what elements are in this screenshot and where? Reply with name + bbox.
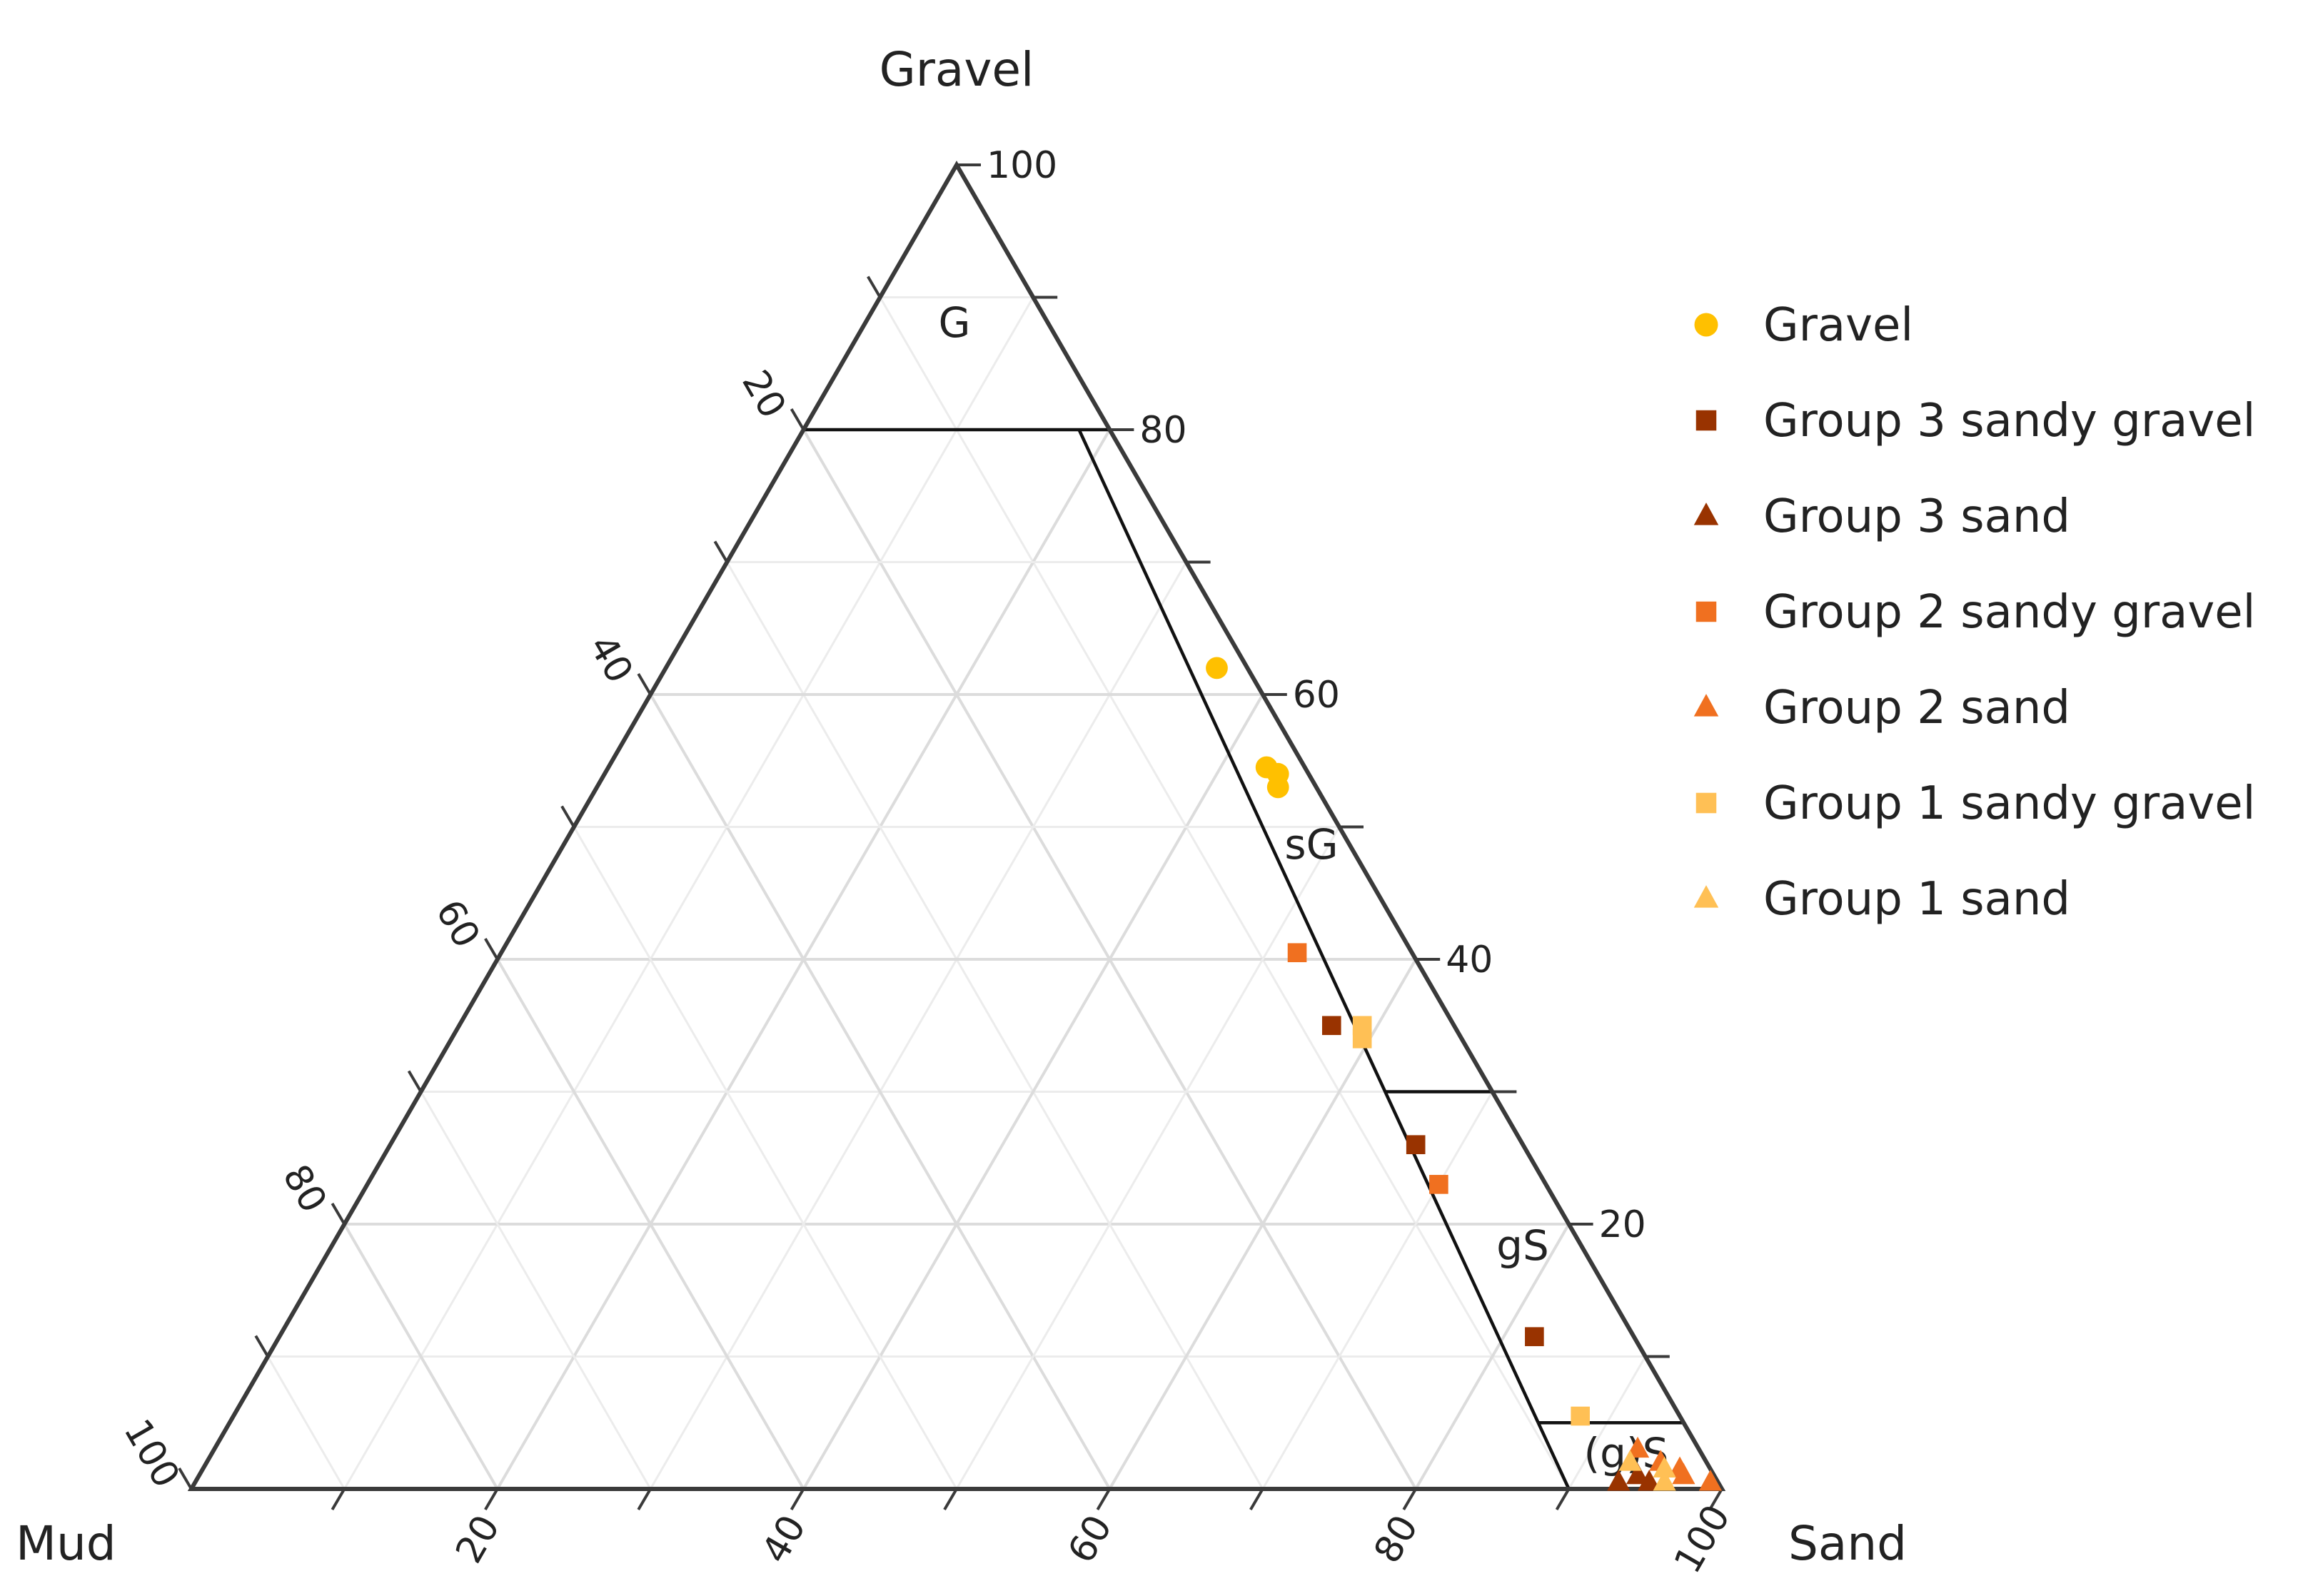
sand-tick-label: 100 bbox=[1666, 1498, 1739, 1581]
tick-mark bbox=[713, 540, 729, 563]
legend-marker bbox=[1693, 502, 1719, 525]
sand-tick-label: 80 bbox=[1366, 1508, 1427, 1570]
data-point bbox=[1287, 943, 1307, 963]
region-boundary-line bbox=[1077, 429, 1540, 1424]
tick-mark bbox=[407, 1070, 423, 1093]
region-label-2: gS bbox=[1496, 1221, 1549, 1270]
legend-marker bbox=[1693, 694, 1719, 717]
grid-line bbox=[879, 296, 1570, 1490]
data-point bbox=[1668, 1456, 1692, 1478]
data-point bbox=[1653, 1470, 1676, 1491]
legend-marker bbox=[1695, 410, 1717, 431]
region-boundary-line bbox=[1536, 1422, 1571, 1490]
tick-mark bbox=[1249, 1488, 1264, 1511]
data-point bbox=[1571, 1406, 1590, 1426]
grid-line bbox=[1414, 1223, 1571, 1490]
grid-line bbox=[343, 1223, 499, 1490]
tick-mark bbox=[178, 1467, 193, 1490]
sand-tick-label: 60 bbox=[1060, 1508, 1121, 1570]
gravel-tick-label: 100 bbox=[987, 144, 1057, 187]
tick-mark bbox=[790, 408, 805, 431]
legend-marker bbox=[1695, 601, 1717, 622]
data-point bbox=[1638, 1470, 1661, 1491]
grid-line bbox=[955, 826, 1341, 1490]
data-points bbox=[1206, 657, 1723, 1491]
grid-line bbox=[573, 826, 958, 1490]
data-point bbox=[1626, 1436, 1650, 1458]
tick-mark bbox=[1708, 1488, 1723, 1511]
gravel-tick-label: 40 bbox=[1446, 939, 1493, 981]
data-point bbox=[1618, 1450, 1642, 1471]
tick-mark bbox=[637, 1488, 652, 1511]
data-point bbox=[1429, 1175, 1448, 1194]
grid-line bbox=[649, 561, 1187, 1490]
legend-entry-label: Group 3 sandy gravel bbox=[1763, 395, 2255, 448]
sand-tick-label: 40 bbox=[754, 1508, 815, 1570]
legend-entry-label: Group 1 sandy gravel bbox=[1763, 777, 2255, 830]
legend: Gravel Group 3 sandy gravel Group 3 sand Gr… bbox=[1693, 299, 2255, 926]
tick-mark bbox=[637, 672, 652, 696]
region-label-0: G bbox=[939, 298, 971, 347]
tick-marks: 20 40 60 80 100 20 40 60 80 100 20 40 60 80 100 bbox=[115, 144, 1738, 1580]
mud-tick-label: 80 bbox=[274, 1158, 335, 1220]
tick-mark bbox=[867, 276, 882, 298]
grid-line bbox=[1261, 1091, 1493, 1490]
legend-marker bbox=[1694, 313, 1718, 337]
mud-tick-label: 20 bbox=[733, 363, 794, 425]
data-point bbox=[1525, 1327, 1544, 1346]
legend-entry-label: Gravel bbox=[1763, 299, 1913, 352]
data-point bbox=[1352, 1029, 1372, 1049]
mud-tick-label: 100 bbox=[115, 1413, 188, 1495]
grid-line bbox=[420, 1091, 652, 1490]
mud-tick-label: 40 bbox=[580, 628, 641, 690]
data-point bbox=[1266, 776, 1289, 799]
data-point bbox=[1626, 1463, 1650, 1485]
data-point bbox=[1653, 1456, 1676, 1478]
mud-tick-label: 60 bbox=[427, 893, 488, 955]
grid-line bbox=[726, 561, 1264, 1490]
tick-mark bbox=[331, 1202, 346, 1226]
mud-axis-label: Mud bbox=[16, 1516, 116, 1571]
legend-entry-label: Group 2 sandy gravel bbox=[1763, 586, 2255, 639]
legend-entry-label: Group 1 sand bbox=[1763, 873, 2070, 926]
gravel-axis-label: Gravel bbox=[880, 42, 1034, 97]
data-point bbox=[1206, 657, 1228, 680]
sand-axis-label: Sand bbox=[1788, 1516, 1907, 1571]
legend-marker bbox=[1695, 792, 1717, 814]
tick-mark bbox=[331, 1488, 346, 1511]
tick-mark bbox=[484, 937, 499, 961]
grid-layer bbox=[266, 296, 1647, 1490]
tick-mark bbox=[254, 1335, 269, 1358]
grid-line bbox=[266, 1355, 346, 1490]
gravel-tick-label: 20 bbox=[1599, 1203, 1646, 1246]
tick-mark bbox=[1096, 1488, 1112, 1511]
grid-line bbox=[343, 296, 1034, 1490]
legend-entry-label: Group 2 sand bbox=[1763, 682, 2070, 734]
tick-mark bbox=[790, 1488, 805, 1511]
tick-mark bbox=[484, 1488, 499, 1511]
sand-tick-label: 20 bbox=[448, 1508, 508, 1570]
legend-entry-label: Group 3 sand bbox=[1763, 490, 2070, 543]
data-point bbox=[1406, 1135, 1426, 1154]
data-point bbox=[1698, 1470, 1723, 1491]
grid-line bbox=[496, 958, 805, 1490]
gravel-tick-label: 60 bbox=[1293, 674, 1340, 717]
tick-mark bbox=[1402, 1488, 1417, 1511]
tick-mark bbox=[560, 805, 575, 828]
region-label-1: sG bbox=[1284, 820, 1338, 869]
tick-mark bbox=[943, 1488, 958, 1511]
data-point bbox=[1321, 1016, 1341, 1036]
data-point bbox=[1607, 1470, 1631, 1491]
gravel-tick-label: 80 bbox=[1139, 409, 1186, 452]
region-boundaries bbox=[803, 428, 1684, 1490]
legend-marker bbox=[1693, 885, 1719, 908]
tick-mark bbox=[1555, 1488, 1571, 1511]
